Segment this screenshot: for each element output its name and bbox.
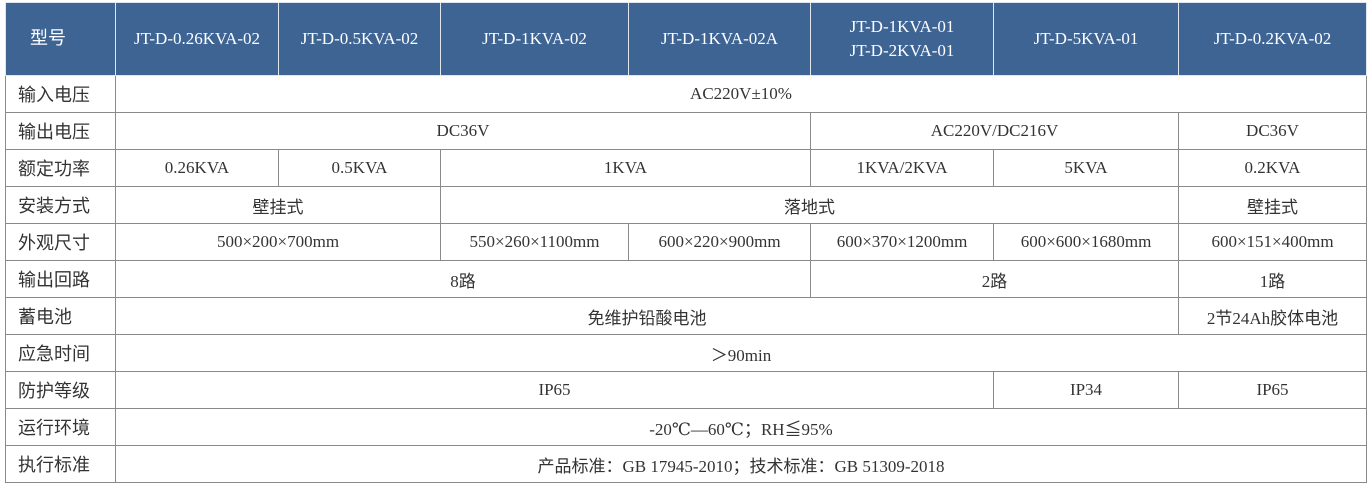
cell: 600×151×400mm <box>1178 223 1367 261</box>
cell: ＞90min <box>115 334 1367 372</box>
cell: 600×600×1680mm <box>993 223 1179 261</box>
cell: IP65 <box>1178 371 1367 409</box>
cell: AC220V/DC216V <box>810 112 1179 150</box>
header-cell: JT-D-1KVA-02A <box>628 2 811 76</box>
header-cell: JT-D-0.26KVA-02 <box>115 2 279 76</box>
row: 蓄电池 免维护铅酸电池 2节24Ah胶体电池 <box>5 297 1367 335</box>
cell: 0.5KVA <box>278 149 441 187</box>
row: 安装方式 壁挂式 落地式 壁挂式 <box>5 186 1367 224</box>
header-cell: JT-D-1KVA-01 JT-D-2KVA-01 <box>810 2 994 76</box>
cell: 550×260×1100mm <box>440 223 629 261</box>
header-cell: JT-D-5KVA-01 <box>993 2 1179 76</box>
cell: 600×370×1200mm <box>810 223 994 261</box>
cell: -20℃—60℃；RH≦95% <box>115 408 1367 446</box>
cell: 壁挂式 <box>1178 186 1367 224</box>
row-label: 运行环境 <box>5 408 116 446</box>
header-line: JT-D-1KVA-01 <box>849 17 955 36</box>
cell: 免维护铅酸电池 <box>115 297 1179 335</box>
header-line: JT-D-2KVA-01 <box>849 41 955 60</box>
row-label: 外观尺寸 <box>5 223 116 261</box>
row: 外观尺寸 500×200×700mm 550×260×1100mm 600×220×9… <box>5 223 1367 261</box>
row: 输出回路 8路 2路 1路 <box>5 260 1367 298</box>
cell: 0.2KVA <box>1178 149 1367 187</box>
cell: 1KVA/2KVA <box>810 149 994 187</box>
header-cell: 型号 <box>5 2 116 76</box>
cell: 壁挂式 <box>115 186 441 224</box>
cell: 落地式 <box>440 186 1179 224</box>
cell: 600×220×900mm <box>628 223 811 261</box>
cell: 0.26KVA <box>115 149 279 187</box>
row: 运行环境 -20℃—60℃；RH≦95% <box>5 408 1367 446</box>
cell: 500×200×700mm <box>115 223 441 261</box>
row-label: 额定功率 <box>5 149 116 187</box>
cell: 5KVA <box>993 149 1179 187</box>
cell: DC36V <box>115 112 811 150</box>
row-label: 应急时间 <box>5 334 116 372</box>
row: 执行标准 产品标准：GB 17945-2010；技术标准：GB 51309-201… <box>5 445 1367 483</box>
row: 额定功率 0.26KVA 0.5KVA 1KVA 1KVA/2KVA 5KVA 0.2KVA <box>5 149 1367 187</box>
cell: 产品标准：GB 17945-2010；技术标准：GB 51309-2018 <box>115 445 1367 483</box>
cell: IP34 <box>993 371 1179 409</box>
spec-table: 型号 JT-D-0.26KVA-02 JT-D-0.5KVA-02 JT-D-1… <box>5 2 1367 483</box>
cell: 8路 <box>115 260 811 298</box>
row-label: 输入电压 <box>5 75 116 113</box>
cell: 2节24Ah胶体电池 <box>1178 297 1367 335</box>
row-label: 输出电压 <box>5 112 116 150</box>
header-cell: JT-D-0.5KVA-02 <box>278 2 441 76</box>
row-label: 防护等级 <box>5 371 116 409</box>
row: 输入电压 AC220V±10% <box>5 75 1367 113</box>
cell: 1KVA <box>440 149 811 187</box>
cell: 1路 <box>1178 260 1367 298</box>
cell: AC220V±10% <box>115 75 1367 113</box>
row-label: 执行标准 <box>5 445 116 483</box>
cell: 2路 <box>810 260 1179 298</box>
cell: IP65 <box>115 371 994 409</box>
header-cell: JT-D-0.2KVA-02 <box>1178 2 1367 76</box>
header-cell: JT-D-1KVA-02 <box>440 2 629 76</box>
row: 应急时间 ＞90min <box>5 334 1367 372</box>
cell: DC36V <box>1178 112 1367 150</box>
header-row: 型号 JT-D-0.26KVA-02 JT-D-0.5KVA-02 JT-D-1… <box>5 2 1367 76</box>
row-label: 安装方式 <box>5 186 116 224</box>
row-label: 输出回路 <box>5 260 116 298</box>
row: 防护等级 IP65 IP34 IP65 <box>5 371 1367 409</box>
row-label: 蓄电池 <box>5 297 116 335</box>
row: 输出电压 DC36V AC220V/DC216V DC36V <box>5 112 1367 150</box>
